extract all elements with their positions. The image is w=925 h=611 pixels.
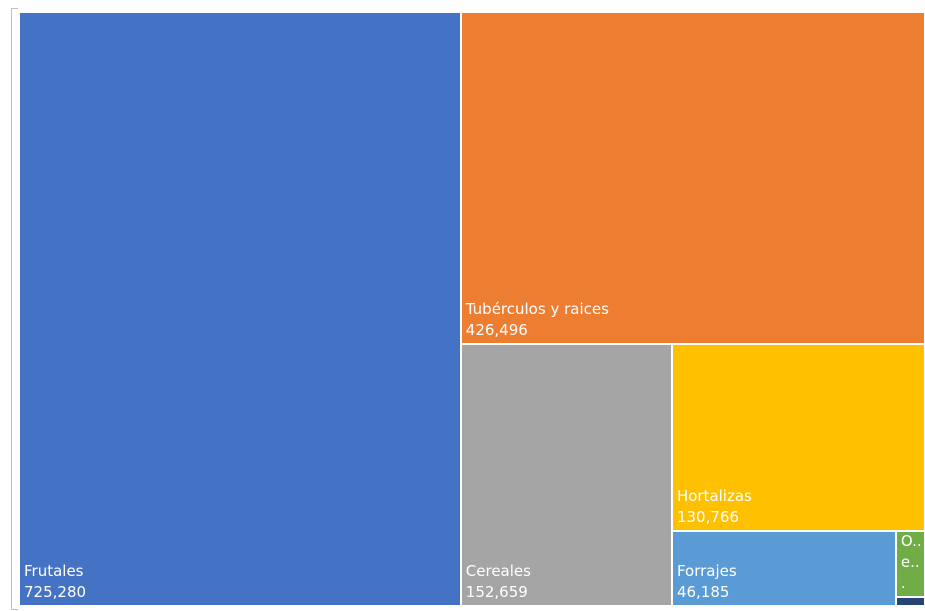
category-label: Cereales [465, 561, 531, 580]
tile: Hortalizas 130,766 [671, 344, 925, 532]
category-label: Forrajes [676, 561, 737, 580]
tile-label: Forrajes 46,185 [677, 561, 893, 603]
value-label: 426,496 [465, 321, 528, 340]
value-label: 130,766 [676, 508, 739, 527]
value-label: 152,659 [465, 582, 528, 601]
value-label: 46,185 [676, 582, 730, 601]
tile: Tubérculos y raices 426,496 [460, 12, 925, 345]
tile: Cereales 152,659 [460, 344, 672, 606]
category-label: Tubérculos y raices [465, 300, 609, 319]
category-label: Frutales [24, 562, 84, 580]
tile: Forrajes 46,185 [671, 531, 896, 606]
tile-label: Frutales 725,280 [24, 561, 458, 603]
value-label: 725,280 [24, 583, 87, 601]
tile: Frutales 725,280 [19, 12, 461, 606]
tile-label: Cereales 152,659 [466, 561, 669, 603]
category-label: O.. e... [900, 532, 922, 593]
tile: O.. e... [895, 531, 925, 598]
tile-label: Hortalizas 130,766 [677, 486, 922, 528]
category-label: Hortalizas [676, 487, 752, 506]
tile [895, 597, 925, 606]
tile-label: O.. e... [900, 532, 922, 594]
chart-frame [11, 8, 18, 610]
tile-label: Tubérculos y raices 426,496 [466, 299, 922, 341]
